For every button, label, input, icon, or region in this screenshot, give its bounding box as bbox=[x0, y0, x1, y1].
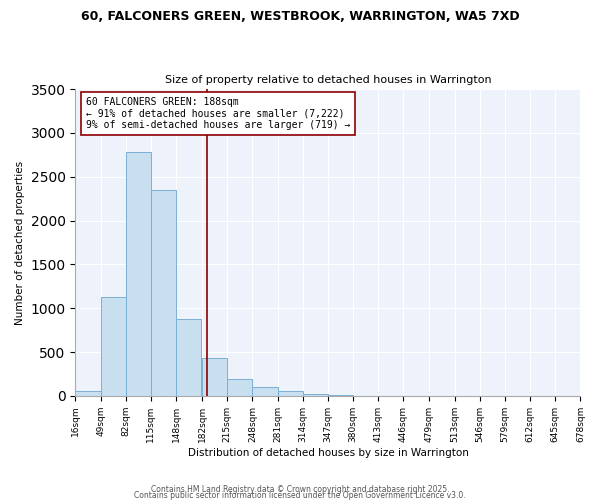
Bar bbox=[278, 390, 303, 396]
Text: Contains public sector information licensed under the Open Government Licence v3: Contains public sector information licen… bbox=[134, 490, 466, 500]
Y-axis label: Number of detached properties: Number of detached properties bbox=[15, 160, 25, 324]
Bar bbox=[202, 358, 227, 396]
Bar bbox=[176, 318, 201, 396]
Bar bbox=[101, 297, 126, 396]
Bar bbox=[126, 152, 151, 396]
Bar bbox=[253, 387, 278, 396]
Text: Contains HM Land Registry data © Crown copyright and database right 2025.: Contains HM Land Registry data © Crown c… bbox=[151, 484, 449, 494]
Bar bbox=[76, 392, 101, 396]
X-axis label: Distribution of detached houses by size in Warrington: Distribution of detached houses by size … bbox=[188, 448, 469, 458]
Title: Size of property relative to detached houses in Warrington: Size of property relative to detached ho… bbox=[164, 76, 491, 86]
Bar bbox=[151, 190, 176, 396]
Bar bbox=[303, 394, 328, 396]
Text: 60 FALCONERS GREEN: 188sqm
← 91% of detached houses are smaller (7,222)
9% of se: 60 FALCONERS GREEN: 188sqm ← 91% of deta… bbox=[86, 96, 350, 130]
Text: 60, FALCONERS GREEN, WESTBROOK, WARRINGTON, WA5 7XD: 60, FALCONERS GREEN, WESTBROOK, WARRINGT… bbox=[80, 10, 520, 23]
Bar bbox=[227, 379, 253, 396]
